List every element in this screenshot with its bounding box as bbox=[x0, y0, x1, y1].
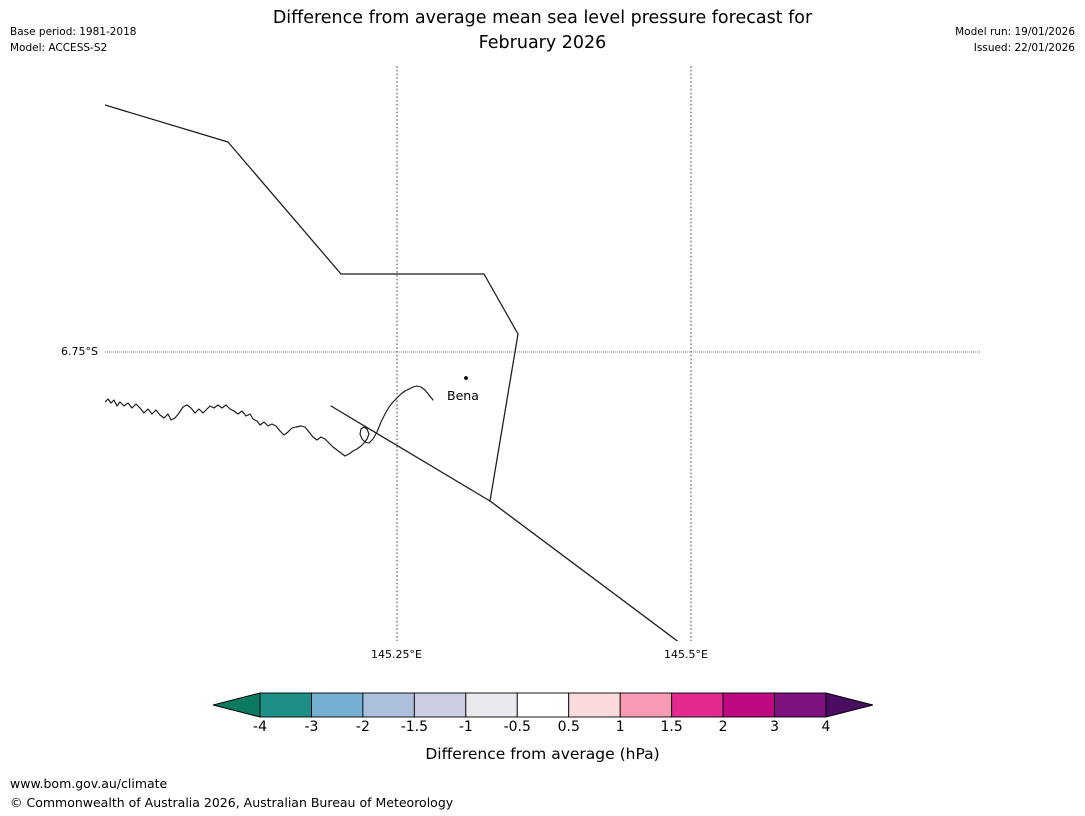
colorbar-axis-label: Difference from average (hPa) bbox=[425, 745, 660, 763]
colorbar-tick-label: 1 bbox=[615, 719, 625, 735]
colorbar-tick-label: 3 bbox=[770, 719, 780, 735]
colorbar-swatch bbox=[259, 692, 312, 718]
footer: www.bom.gov.au/climate © Commonwealth of… bbox=[10, 774, 453, 812]
city-marker-bena bbox=[464, 376, 468, 380]
colorbar-tick-label: -0.5 bbox=[503, 719, 531, 735]
colorbar-tick-label: -4 bbox=[253, 719, 267, 735]
colorbar-tick-label: 4 bbox=[821, 719, 831, 735]
header-metadata-left: Base period: 1981-2018 Model: ACCESS-S2 bbox=[10, 24, 136, 56]
colorbar-swatch bbox=[619, 692, 673, 718]
colorbar-swatch bbox=[516, 692, 570, 718]
map-canvas bbox=[105, 66, 980, 641]
model-run-text: Model run: 19/01/2026 bbox=[955, 26, 1075, 38]
title-line-2: February 2026 bbox=[478, 33, 607, 53]
axis-label-longitude-145.5E: 145.5°E bbox=[664, 648, 708, 661]
map-plot-area bbox=[105, 66, 980, 641]
axis-label-latitude-6.75S: 6.75°S bbox=[61, 345, 98, 358]
colorbar-swatch bbox=[774, 692, 827, 718]
base-period-text: Base period: 1981-2018 bbox=[10, 26, 137, 38]
colorbar bbox=[213, 690, 873, 720]
colorbar-swatch bbox=[310, 692, 364, 718]
colorbar-swatch bbox=[568, 692, 621, 718]
colorbar-swatch bbox=[671, 692, 724, 718]
header-metadata-right: Model run: 19/01/2026 Issued: 22/01/2026 bbox=[955, 24, 1075, 56]
footer-copyright: © Commonwealth of Australia 2026, Austra… bbox=[10, 795, 454, 810]
colorbar-tick-label: -1.5 bbox=[400, 719, 429, 735]
colorbar-swatches bbox=[213, 692, 873, 718]
colorbar-extend-min-arrow bbox=[213, 692, 261, 718]
issued-text: Issued: 22/01/2026 bbox=[973, 42, 1075, 54]
colorbar-tick-label: -3 bbox=[304, 719, 319, 735]
footer-website[interactable]: www.bom.gov.au/climate bbox=[10, 776, 168, 791]
city-label-bena: Bena bbox=[447, 388, 479, 403]
colorbar-extend-max-arrow bbox=[825, 692, 873, 718]
colorbar-canvas bbox=[213, 692, 873, 718]
colorbar-tick-label: -1 bbox=[458, 719, 473, 735]
model-text: Model: ACCESS-S2 bbox=[10, 42, 108, 54]
boundary-line-lower-diagonal bbox=[330, 405, 679, 641]
colorbar-swatch bbox=[362, 692, 415, 718]
colorbar-tick-labels: -4 -3 -2 -1.5 -1 -0.5 0.5 1 1.5 2 3 4 bbox=[213, 719, 873, 739]
colorbar-swatch bbox=[465, 692, 518, 718]
colorbar-tick-label: 1.5 bbox=[660, 719, 683, 735]
colorbar-tick-label: 2 bbox=[718, 719, 728, 735]
page-title: Difference from average mean sea level p… bbox=[0, 6, 1085, 56]
colorbar-tick-label: 0.5 bbox=[557, 719, 580, 735]
axis-label-longitude-145.25E: 145.25°E bbox=[371, 648, 422, 661]
colorbar-swatch bbox=[413, 692, 467, 718]
colorbar-swatch bbox=[722, 692, 775, 718]
boundary-line-upper bbox=[105, 104, 519, 502]
boundary-line-river bbox=[105, 385, 434, 457]
colorbar-tick-label: -2 bbox=[355, 719, 370, 735]
title-line-1: Difference from average mean sea level p… bbox=[272, 8, 813, 28]
